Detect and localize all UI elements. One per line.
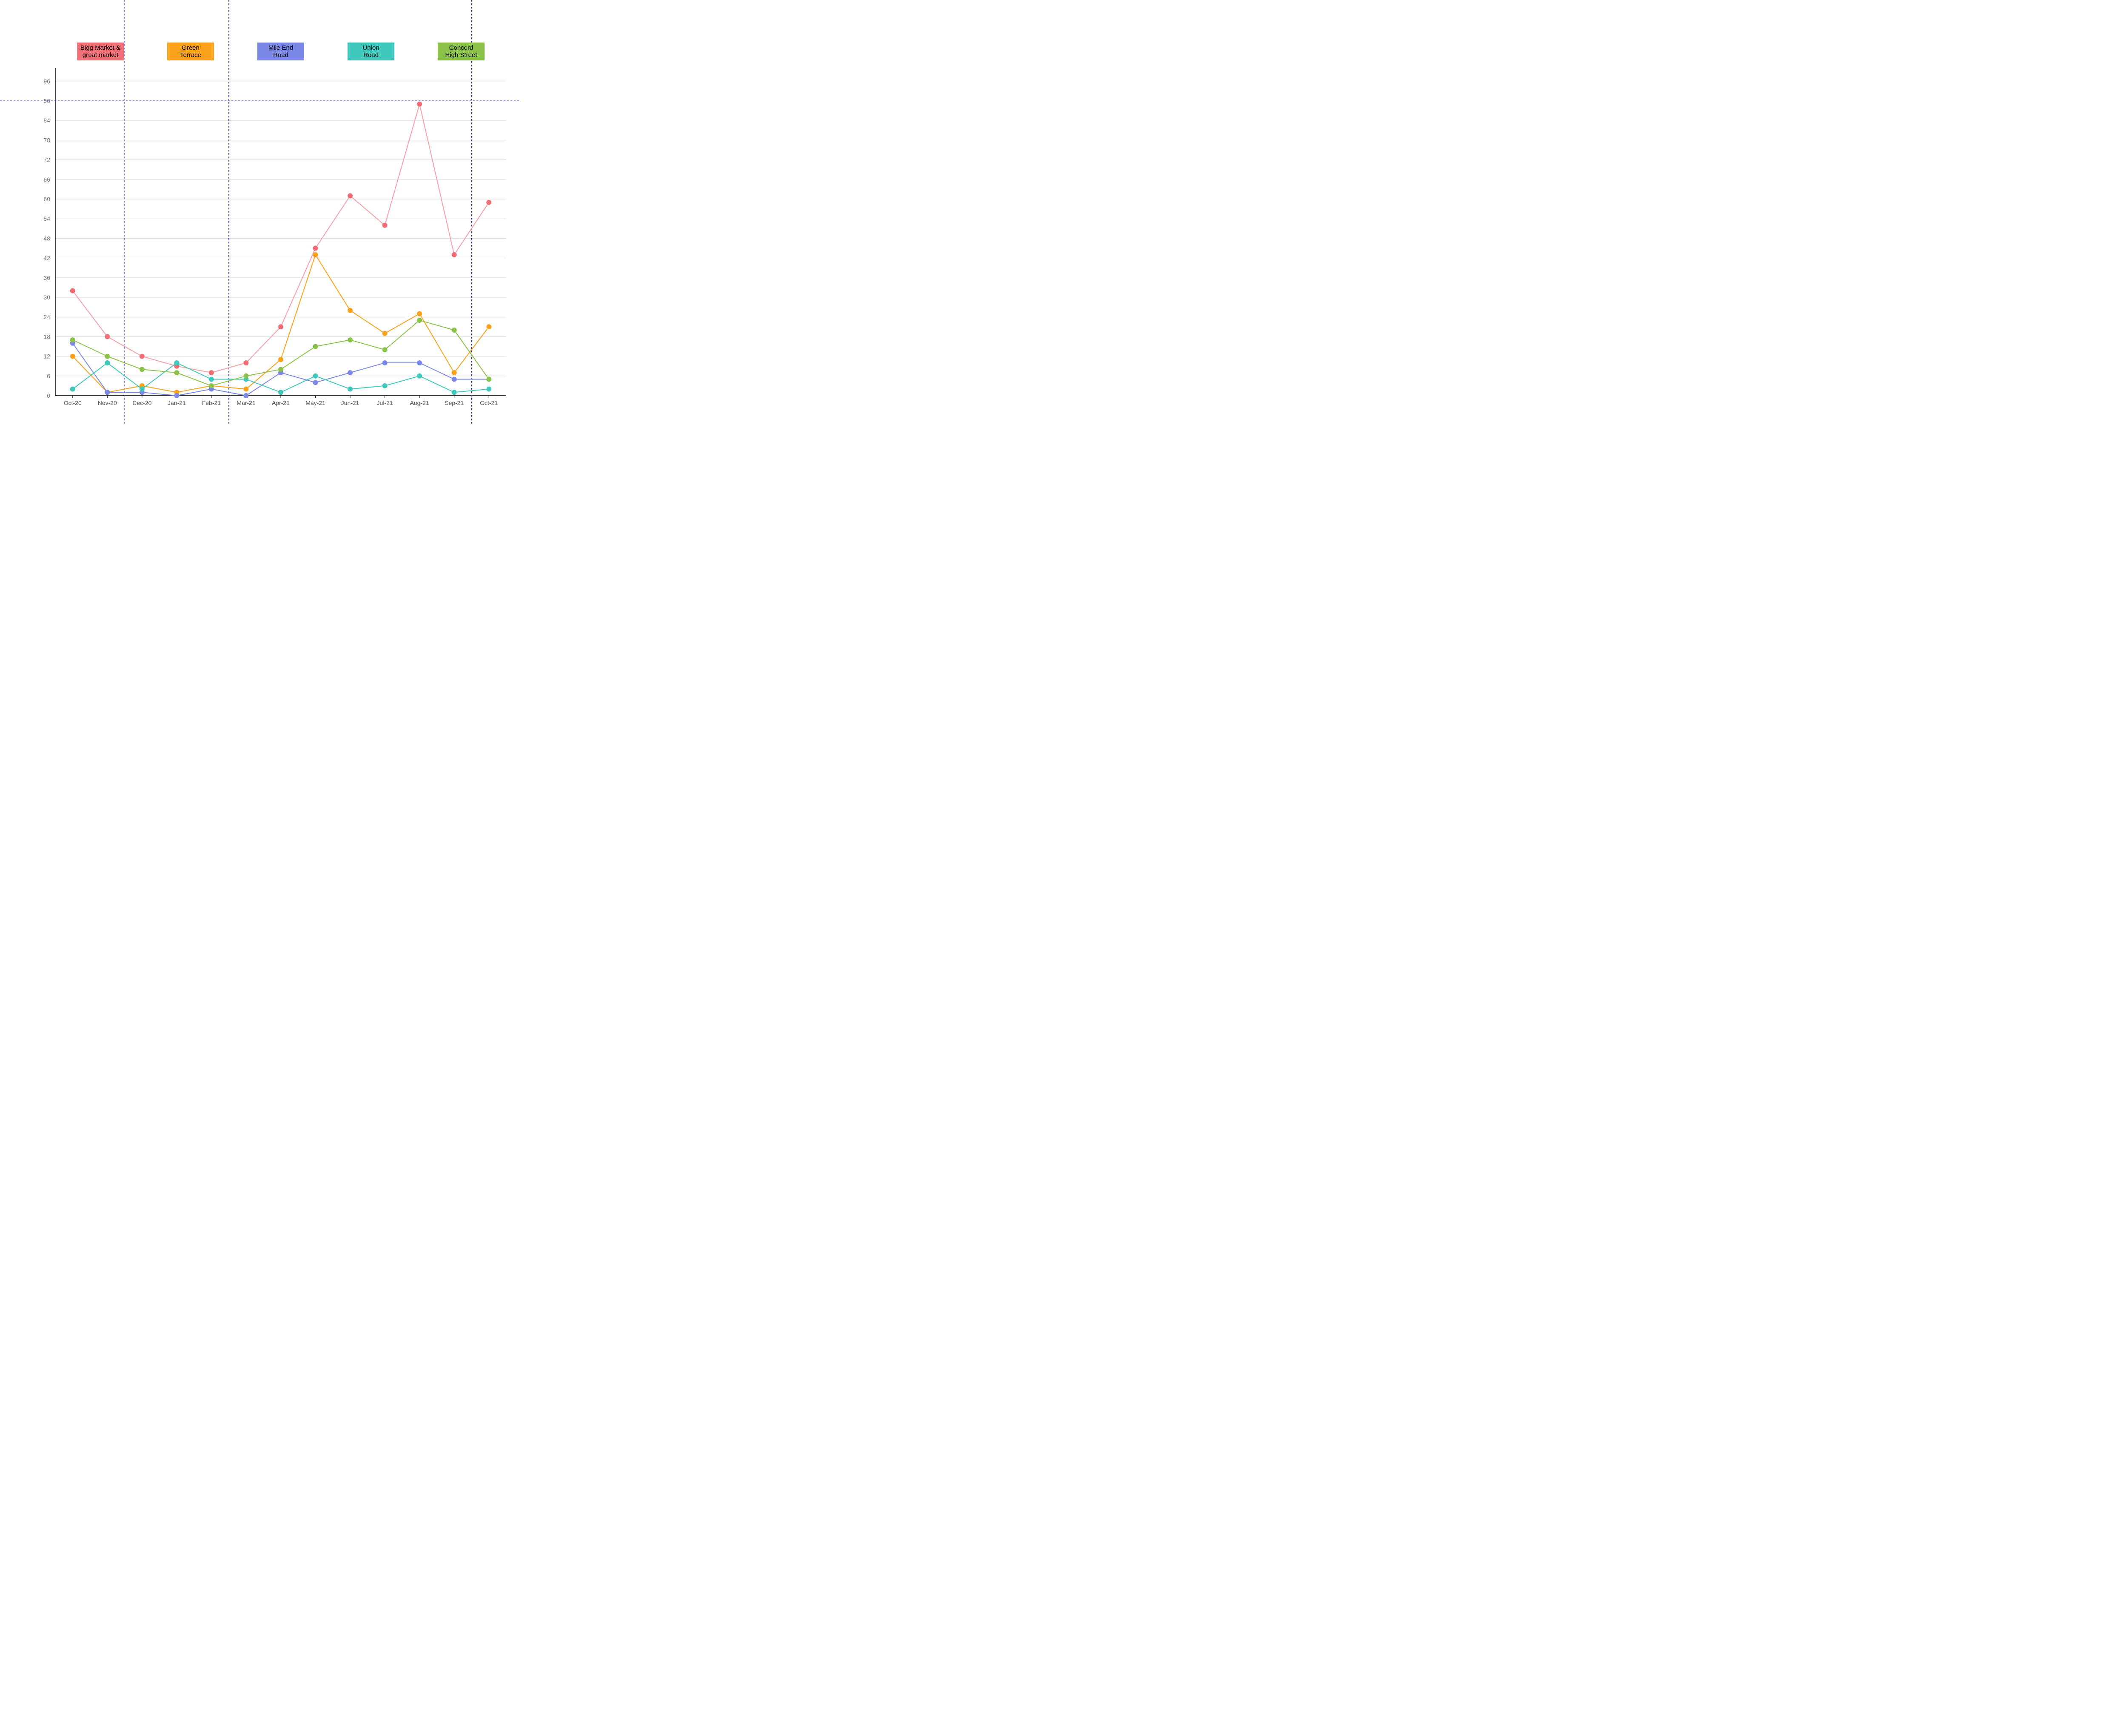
series-marker-green xyxy=(417,311,422,316)
series-marker-concord xyxy=(278,367,283,372)
series-marker-green xyxy=(452,370,457,375)
series-marker-concord xyxy=(452,328,457,333)
series-marker-union xyxy=(278,390,283,395)
series-marker-green xyxy=(486,324,491,329)
x-tick-label: Oct-20 xyxy=(64,399,82,406)
series-marker-bigg xyxy=(209,370,214,375)
x-tick-label: May-21 xyxy=(305,399,325,406)
x-tick-label: Feb-21 xyxy=(202,399,221,406)
line-chart: 06121824303642485460667278849096Oct-20No… xyxy=(0,0,519,425)
y-tick-label: 0 xyxy=(47,392,50,399)
x-tick-label: Aug-21 xyxy=(410,399,429,406)
y-tick-label: 66 xyxy=(43,176,50,183)
series-marker-bigg xyxy=(313,246,318,251)
series-marker-union xyxy=(313,373,318,379)
legend-label: Terrace xyxy=(180,51,201,59)
legend-label: High Street xyxy=(445,51,477,59)
legend-item-green: GreenTerrace xyxy=(167,43,214,60)
series-marker-bigg xyxy=(486,200,491,205)
series-marker-mile xyxy=(243,393,248,398)
series-marker-green xyxy=(382,331,388,336)
x-tick-label: Jan-21 xyxy=(168,399,186,406)
series-marker-concord xyxy=(382,347,388,352)
y-tick-label: 30 xyxy=(43,294,50,301)
series-marker-mile xyxy=(417,360,422,365)
series-marker-union xyxy=(140,387,145,392)
series-marker-bigg xyxy=(243,360,248,365)
legend-label: Road xyxy=(363,51,379,59)
x-tick-label: Sep-21 xyxy=(445,399,464,406)
y-tick-label: 36 xyxy=(43,274,50,281)
legend-label: Green xyxy=(182,44,200,51)
y-tick-label: 78 xyxy=(43,137,50,143)
series-marker-concord xyxy=(313,344,318,349)
x-tick-label: Mar-21 xyxy=(237,399,256,406)
x-tick-label: Jun-21 xyxy=(341,399,359,406)
series-marker-green xyxy=(348,308,353,313)
series-marker-bigg xyxy=(417,102,422,107)
series-marker-union xyxy=(105,360,110,365)
series-marker-bigg xyxy=(348,193,353,198)
series-marker-union xyxy=(209,377,214,382)
series-marker-union xyxy=(70,387,75,392)
x-tick-label: Jul-21 xyxy=(377,399,393,406)
series-marker-concord xyxy=(348,337,353,342)
series-marker-green xyxy=(313,252,318,257)
y-tick-label: 42 xyxy=(43,255,50,262)
y-tick-label: 60 xyxy=(43,196,50,202)
series-marker-mile xyxy=(452,377,457,382)
series-marker-mile xyxy=(348,370,353,375)
series-marker-bigg xyxy=(70,288,75,294)
series-marker-bigg xyxy=(140,354,145,359)
series-marker-union xyxy=(417,373,422,379)
series-marker-bigg xyxy=(452,252,457,257)
y-tick-label: 54 xyxy=(43,215,50,222)
series-marker-union xyxy=(348,387,353,392)
legend-item-bigg: Bigg Market &groat market xyxy=(77,43,124,60)
series-marker-bigg xyxy=(105,334,110,339)
legend-item-concord: ConcordHigh Street xyxy=(438,43,485,60)
series-marker-green xyxy=(278,357,283,362)
series-marker-union xyxy=(452,390,457,395)
y-tick-label: 84 xyxy=(43,117,50,124)
series-marker-mile xyxy=(382,360,388,365)
series-marker-union xyxy=(486,387,491,392)
legend-label: Concord xyxy=(449,44,473,51)
series-marker-concord xyxy=(70,337,75,342)
series-marker-bigg xyxy=(278,324,283,329)
series-marker-union xyxy=(382,383,388,388)
legend-label: Mile End xyxy=(268,44,293,51)
legend-item-mile: Mile EndRoad xyxy=(257,43,304,60)
y-tick-label: 48 xyxy=(43,235,50,242)
series-marker-green xyxy=(70,354,75,359)
series-marker-concord xyxy=(243,373,248,379)
x-tick-label: Dec-20 xyxy=(132,399,151,406)
x-tick-label: Nov-20 xyxy=(98,399,117,406)
series-marker-concord xyxy=(140,367,145,372)
y-tick-label: 96 xyxy=(43,78,50,85)
y-tick-label: 24 xyxy=(43,314,50,320)
legend-label: Bigg Market & xyxy=(80,44,120,51)
series-marker-concord xyxy=(486,377,491,382)
y-tick-label: 18 xyxy=(43,333,50,340)
legend-label: Union xyxy=(362,44,379,51)
series-marker-mile xyxy=(174,393,179,398)
y-tick-label: 6 xyxy=(47,373,50,379)
series-marker-concord xyxy=(417,318,422,323)
series-marker-green xyxy=(243,387,248,392)
y-tick-label: 72 xyxy=(43,157,50,163)
x-tick-label: Oct-21 xyxy=(480,399,498,406)
series-marker-concord xyxy=(105,354,110,359)
series-marker-union xyxy=(174,360,179,365)
series-marker-concord xyxy=(174,370,179,375)
y-tick-label: 12 xyxy=(43,353,50,360)
legend-label: Road xyxy=(273,51,288,59)
legend-label: groat market xyxy=(83,51,118,59)
series-marker-mile xyxy=(313,380,318,385)
series-marker-mile xyxy=(105,390,110,395)
series-marker-bigg xyxy=(382,223,388,228)
x-tick-label: Apr-21 xyxy=(272,399,290,406)
legend-item-union: UnionRoad xyxy=(348,43,394,60)
series-marker-concord xyxy=(209,383,214,388)
